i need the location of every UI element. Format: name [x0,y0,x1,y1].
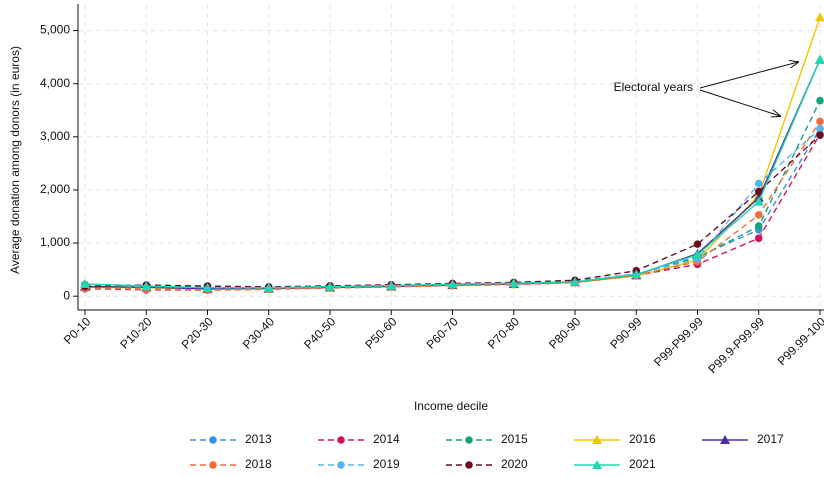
point [816,131,824,140]
x-tick-label: P60-70 [424,314,461,351]
legend-label: 2019 [373,457,400,471]
legend-label: 2014 [373,432,400,446]
x-tick-label: P70-80 [485,314,522,351]
point [815,54,824,64]
point [753,196,764,206]
y-tick-label: 0 [63,288,70,302]
point [508,278,519,288]
point [631,269,642,279]
point [202,282,213,292]
point [447,279,458,289]
point [80,278,90,288]
x-tick-label: P90-99 [607,314,644,351]
x-tick-label: P10-20 [117,314,154,351]
point [754,179,763,188]
point [337,461,345,469]
legend-label: 2013 [245,432,272,446]
point [754,211,763,219]
legend-label: 2016 [629,432,656,446]
arrow [699,62,798,89]
x-tick-label: P80-90 [546,314,583,351]
x-tick-label: P0-10 [61,314,94,347]
point [692,249,703,259]
legend-label: 2015 [501,432,528,446]
legend-label: 2018 [245,457,272,471]
x-tick-label: P50-60 [362,314,399,351]
point [141,281,152,291]
x-tick-label: P99-P99.99 [651,314,706,369]
point [325,281,335,291]
y-tick-label: 3,000 [40,129,70,143]
x-axis-label: Income decile [414,399,488,413]
x-tick-label: P99.9-P99.99 [705,314,767,376]
legend-label: 2017 [757,432,784,446]
x-tick-label: P99.99-100 [775,314,824,368]
point [693,240,702,248]
point [209,436,217,444]
y-tick-label: 4,000 [40,76,70,90]
point [337,436,345,444]
x-tick-label: P20-30 [179,314,216,351]
point [570,276,580,286]
point [592,435,602,444]
series [80,54,824,292]
point [465,461,473,469]
grid [78,4,824,310]
point [816,125,824,133]
point [754,234,763,243]
point [816,96,824,105]
point [816,117,824,126]
arrow [699,89,780,116]
point [754,187,763,196]
y-axis-label: Average donation among donors (in euros) [8,46,22,274]
y-tick-label: 2,000 [40,182,70,196]
point [815,12,824,22]
legend-label: 2021 [629,457,656,471]
point [209,461,217,469]
point [263,282,274,292]
annotation: Electoral years [614,80,693,94]
legend-label: 2020 [501,457,528,471]
x-tick-label: P40-50 [301,314,338,351]
line [84,59,821,289]
x-tick-label: P30-40 [240,314,277,351]
point [720,435,730,444]
point [754,222,763,230]
y-tick-label: 1,000 [40,235,70,249]
y-tick-label: 5,000 [40,23,70,37]
point [465,436,473,444]
point [386,280,397,290]
point [592,460,602,469]
